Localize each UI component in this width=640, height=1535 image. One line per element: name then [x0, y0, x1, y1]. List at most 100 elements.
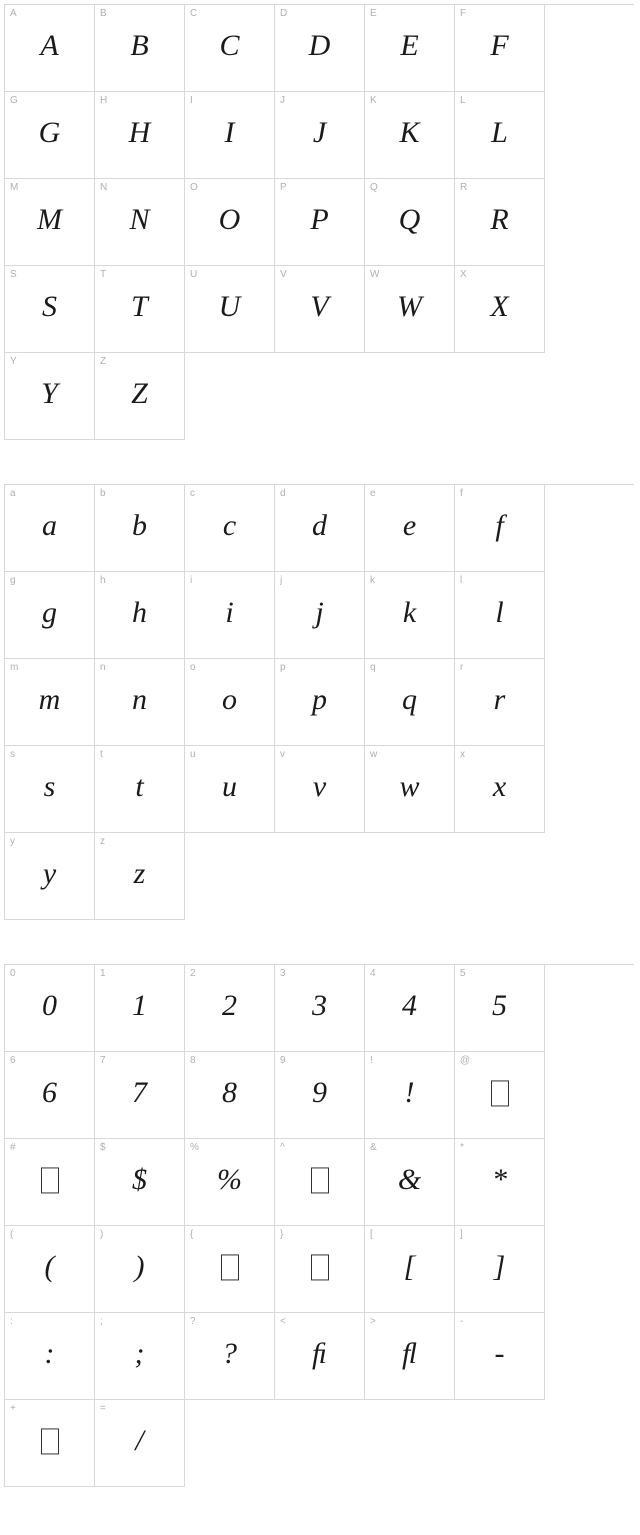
glyph-display: K	[399, 118, 419, 148]
key-label: b	[100, 488, 106, 499]
glyph-display: (	[45, 1252, 55, 1282]
key-label: *	[460, 1142, 464, 1153]
glyph-display: 7	[132, 1078, 147, 1108]
glyph-display: -	[495, 1339, 505, 1369]
key-label: #	[10, 1142, 16, 1153]
key-label: S	[10, 269, 17, 280]
key-label: 7	[100, 1055, 106, 1066]
glyph-display: u	[222, 772, 237, 802]
glyph-display: 3	[312, 991, 327, 1021]
glyph-display: P	[310, 205, 328, 235]
key-label: O	[190, 182, 198, 193]
key-label: =	[100, 1403, 106, 1414]
glyph-display: G	[39, 118, 61, 148]
key-label: u	[190, 749, 196, 760]
glyph-cell: ;;	[95, 1313, 185, 1400]
glyph-cell: }	[275, 1226, 365, 1313]
glyph-cell: **	[455, 1139, 545, 1226]
glyph-display: o	[222, 685, 237, 715]
key-label: n	[100, 662, 106, 673]
glyph-display: S	[42, 292, 57, 322]
glyph-cell: 00	[5, 965, 95, 1052]
glyph-display: O	[219, 205, 241, 235]
glyph-cell: HH	[95, 92, 185, 179]
glyph-display: D	[309, 31, 331, 61]
glyph-display: W	[397, 292, 422, 322]
glyph-cell: #	[5, 1139, 95, 1226]
key-label: G	[10, 95, 18, 106]
key-label: >	[370, 1316, 376, 1327]
glyph-cell: tt	[95, 746, 185, 833]
key-label: x	[460, 749, 465, 760]
glyph-display: I	[225, 118, 235, 148]
glyph-cell: hh	[95, 572, 185, 659]
section-lowercase: aabbccddeeffgghhiijjkkllmmnnooppqqrrsstt…	[4, 484, 636, 920]
glyph-display: U	[219, 292, 241, 322]
glyph-cell: DD	[275, 5, 365, 92]
glyph-display: $	[132, 1165, 147, 1195]
glyph-display: x	[493, 772, 506, 802]
glyph-display: A	[40, 31, 58, 61]
key-label: m	[10, 662, 18, 673]
key-label: }	[280, 1229, 283, 1240]
glyph-notdef	[491, 1080, 509, 1106]
glyph-display: E	[400, 31, 418, 61]
glyph-display: ﬁ	[312, 1339, 327, 1369]
glyph-display: 6	[42, 1078, 57, 1108]
glyph-display: L	[491, 118, 508, 148]
key-label: N	[100, 182, 107, 193]
glyph-cell: xx	[455, 746, 545, 833]
glyph-cell: ww	[365, 746, 455, 833]
glyph-display: Y	[41, 379, 58, 409]
glyph-cell: FF	[455, 5, 545, 92]
key-label: F	[460, 8, 466, 19]
key-label: v	[280, 749, 285, 760]
glyph-display: g	[42, 598, 57, 628]
glyph-cell: &&	[365, 1139, 455, 1226]
key-label: &	[370, 1142, 377, 1153]
glyph-cell: dd	[275, 485, 365, 572]
glyph-cell: RR	[455, 179, 545, 266]
key-label: 4	[370, 968, 376, 979]
glyph-notdef	[41, 1167, 59, 1193]
glyph-display: T	[131, 292, 148, 322]
glyph-cell: ))	[95, 1226, 185, 1313]
glyph-display: a	[42, 511, 57, 541]
key-label: M	[10, 182, 18, 193]
glyph-cell: bb	[95, 485, 185, 572]
glyph-cell: $$	[95, 1139, 185, 1226]
key-label: H	[100, 95, 107, 106]
glyph-cell: @	[455, 1052, 545, 1139]
glyph-display: Z	[131, 379, 148, 409]
glyph-cell: ^	[275, 1139, 365, 1226]
key-label: -	[460, 1316, 463, 1327]
glyph-display: n	[132, 685, 147, 715]
glyph-cell: vv	[275, 746, 365, 833]
glyph-display: ﬂ	[402, 1339, 417, 1369]
glyph-cell: EE	[365, 5, 455, 92]
key-label: %	[190, 1142, 199, 1153]
glyph-display: X	[490, 292, 508, 322]
glyph-display: &	[398, 1165, 421, 1195]
glyph-display: c	[223, 511, 236, 541]
glyph-cell: [[	[365, 1226, 455, 1313]
key-label: h	[100, 575, 106, 586]
glyph-display: V	[310, 292, 328, 322]
key-label: ]	[460, 1229, 463, 1240]
glyph-display: 5	[492, 991, 507, 1021]
glyph-notdef	[311, 1254, 329, 1280]
glyph-cell: CC	[185, 5, 275, 92]
glyph-cell: QQ	[365, 179, 455, 266]
glyph-display: C	[219, 31, 239, 61]
glyph-cell: ::	[5, 1313, 95, 1400]
glyph-display: l	[495, 598, 503, 628]
glyph-cell: !!	[365, 1052, 455, 1139]
key-label: 1	[100, 968, 106, 979]
glyph-cell: --	[455, 1313, 545, 1400]
glyph-cell: TT	[95, 266, 185, 353]
key-label: [	[370, 1229, 373, 1240]
key-label: )	[100, 1229, 103, 1240]
glyph-cell: kk	[365, 572, 455, 659]
glyph-display: f	[495, 511, 503, 541]
glyph-cell: ll	[455, 572, 545, 659]
